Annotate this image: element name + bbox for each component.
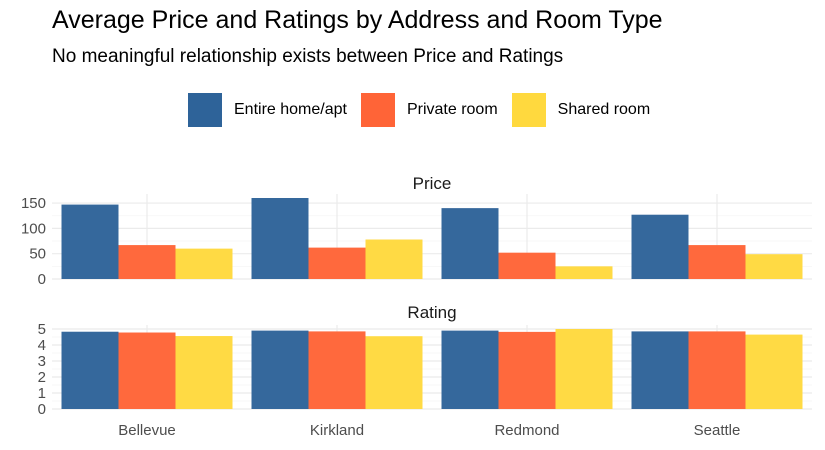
ytick-label-rating: 2 — [38, 369, 46, 386]
panel-title-rating: Rating — [407, 303, 456, 322]
chart-title: Average Price and Ratings by Address and… — [52, 6, 663, 34]
legend-label-shared-room: Shared room — [557, 101, 651, 118]
ytick-label-rating: 3 — [38, 353, 46, 370]
bar-rating-bellevue-entire-home-apt — [61, 331, 119, 409]
legend-swatch-shared-room — [511, 93, 546, 127]
bar-price-redmond-shared-room — [555, 266, 613, 279]
ytick-label-price: 0 — [38, 271, 46, 288]
bar-price-bellevue-private-room — [118, 245, 176, 279]
bar-price-bellevue-shared-room — [175, 248, 233, 279]
ytick-label-rating: 1 — [38, 385, 46, 402]
bar-rating-redmond-private-room — [498, 331, 556, 409]
bar-price-bellevue-entire-home-apt — [61, 204, 119, 279]
bar-rating-kirkland-shared-room — [365, 336, 423, 409]
xtick-label-redmond: Redmond — [494, 422, 559, 439]
ytick-label-price: 50 — [29, 246, 46, 263]
legend-swatch-private-room — [360, 93, 395, 127]
legend-label-private-room: Private room — [406, 101, 498, 118]
bar-rating-redmond-entire-home-apt — [441, 330, 499, 409]
xtick-label-kirkland: Kirkland — [310, 422, 364, 439]
legend: Entire home/apt Private room Shared room — [188, 93, 664, 127]
legend-label-entire-home: Entire home/apt — [234, 101, 347, 118]
bar-rating-seattle-private-room — [688, 331, 746, 409]
bar-price-kirkland-private-room — [308, 247, 366, 279]
bar-rating-kirkland-entire-home-apt — [251, 330, 309, 409]
panel-title-price: Price — [413, 174, 452, 193]
ytick-label-rating: 4 — [38, 337, 46, 354]
bar-rating-seattle-entire-home-apt — [631, 331, 689, 409]
bar-rating-seattle-shared-room — [745, 334, 803, 409]
bar-rating-bellevue-private-room — [118, 332, 176, 409]
bar-price-redmond-private-room — [498, 252, 556, 279]
ytick-label-rating: 0 — [38, 401, 46, 418]
bar-rating-bellevue-shared-room — [175, 336, 233, 409]
xtick-label-bellevue: Bellevue — [118, 422, 176, 439]
bar-price-seattle-shared-room — [745, 254, 803, 279]
bar-price-redmond-entire-home-apt — [441, 208, 499, 279]
legend-item-shared-room: Shared room — [511, 93, 651, 127]
bar-price-kirkland-entire-home-apt — [251, 198, 309, 279]
ytick-label-price: 100 — [21, 220, 46, 237]
chart-subtitle: No meaningful relationship exists betwee… — [52, 46, 564, 67]
ytick-label-rating: 5 — [38, 321, 46, 338]
bar-rating-redmond-shared-room — [555, 329, 613, 409]
bar-price-seattle-private-room — [688, 245, 746, 279]
legend-item-private-room: Private room — [360, 93, 498, 127]
bar-price-kirkland-shared-room — [365, 239, 423, 279]
legend-swatch-entire-home — [188, 93, 222, 127]
ytick-label-price: 150 — [21, 195, 46, 212]
xtick-label-seattle: Seattle — [694, 422, 741, 439]
bar-price-seattle-entire-home-apt — [631, 214, 689, 279]
bar-rating-kirkland-private-room — [308, 331, 366, 409]
legend-item-entire-home: Entire home/apt — [188, 93, 347, 127]
